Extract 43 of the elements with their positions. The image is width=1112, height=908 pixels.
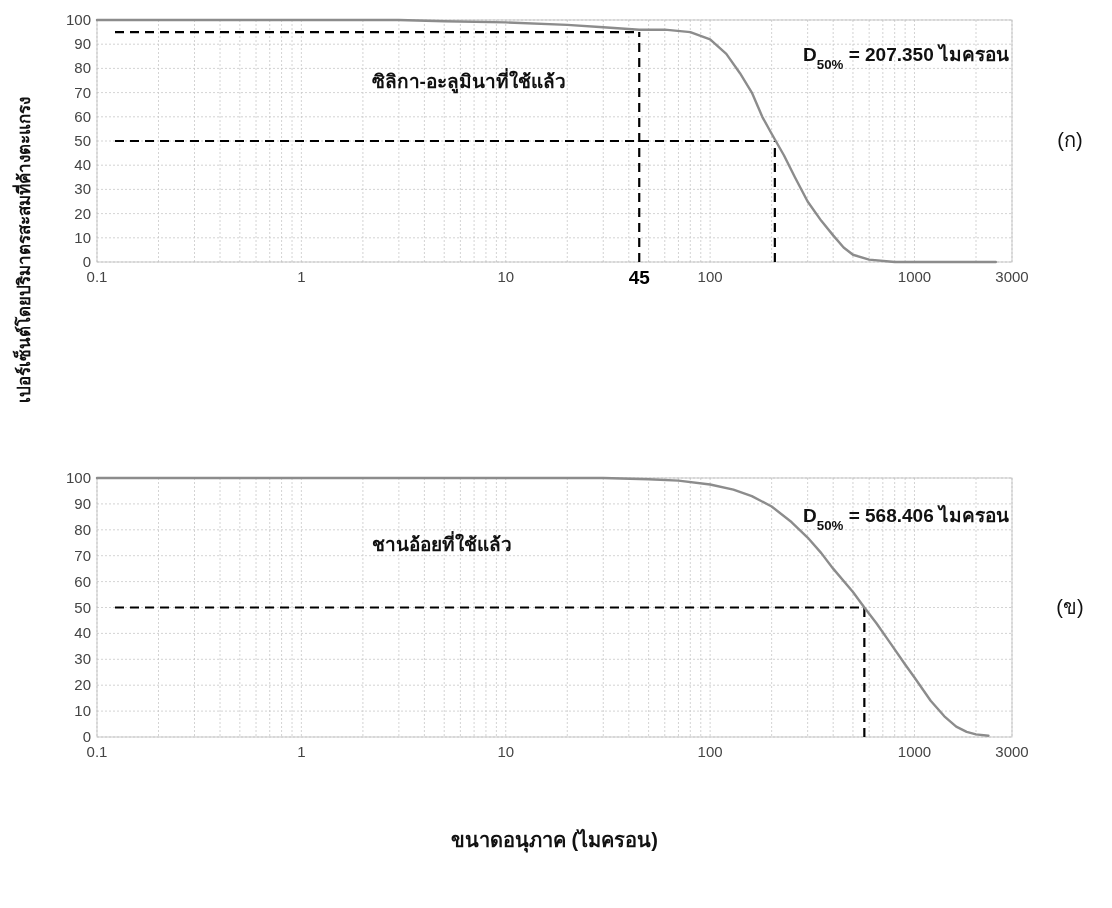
x-tick-label: 0.1 bbox=[86, 268, 108, 285]
y-tick-label: 30 bbox=[74, 650, 91, 668]
x-axis-title: ขนาดอนุภาค (ไมครอน) bbox=[451, 828, 658, 853]
ref-line-label: 45 bbox=[628, 267, 651, 288]
y-tick-label: 0 bbox=[82, 253, 91, 270]
y-tick-label: 50 bbox=[74, 598, 91, 616]
y-tick-label: 80 bbox=[74, 520, 91, 538]
y-tick-label: 90 bbox=[74, 494, 91, 512]
x-tick-label: 100 bbox=[697, 743, 723, 760]
annotation: ชานอ้อยที่ใช้แล้ว bbox=[371, 530, 512, 555]
y-tick-label: 80 bbox=[74, 59, 91, 77]
y-tick-label: 50 bbox=[74, 132, 91, 149]
y-tick-label: 20 bbox=[74, 676, 91, 694]
x-tick-label: 1 bbox=[297, 743, 306, 760]
y-tick-label: 30 bbox=[74, 180, 91, 198]
y-tick-label: 90 bbox=[74, 35, 91, 53]
y-tick-label: 70 bbox=[74, 83, 91, 101]
text: (ก) bbox=[1057, 129, 1083, 151]
y-tick-label: 40 bbox=[74, 624, 91, 642]
text: (ข) bbox=[1056, 595, 1084, 618]
annotation: D$_{50%}$ = 207.350 ไมครอน bbox=[803, 43, 1009, 72]
y-tick-label: 40 bbox=[74, 156, 91, 174]
x-tick-label: 1000 bbox=[897, 743, 932, 760]
y-tick-label: 60 bbox=[74, 107, 91, 125]
x-tick-label: 3000 bbox=[995, 268, 1029, 285]
y-tick-label: 70 bbox=[74, 546, 91, 564]
y-tick-label: 20 bbox=[74, 204, 91, 222]
x-tick-label: 100 bbox=[697, 268, 723, 285]
x-tick-label: 1 bbox=[297, 268, 306, 285]
y-axis-title: เปอร์เซ็นต์โดยปริมาตรสะสมที่ค้างตะแกรง bbox=[12, 97, 34, 403]
x-tick-label: 1000 bbox=[897, 268, 932, 285]
y-tick-label: 100 bbox=[65, 469, 91, 486]
y-tick-label: 10 bbox=[74, 702, 91, 720]
y-tick-label: 60 bbox=[74, 572, 91, 590]
y-tick-label: 10 bbox=[74, 228, 91, 246]
annotation: D$_{50%}$ = 568.406 ไมครอน bbox=[803, 504, 1009, 533]
x-tick-label: 10 bbox=[497, 268, 515, 285]
x-tick-label: 0.1 bbox=[86, 743, 108, 760]
y-tick-label: 100 bbox=[65, 11, 91, 28]
annotation: ซิลิกา-อะลูมินาที่ใช้แล้ว bbox=[371, 67, 566, 94]
y-tick-label: 0 bbox=[82, 728, 91, 745]
x-tick-label: 3000 bbox=[995, 743, 1029, 760]
x-tick-label: 10 bbox=[497, 743, 515, 760]
